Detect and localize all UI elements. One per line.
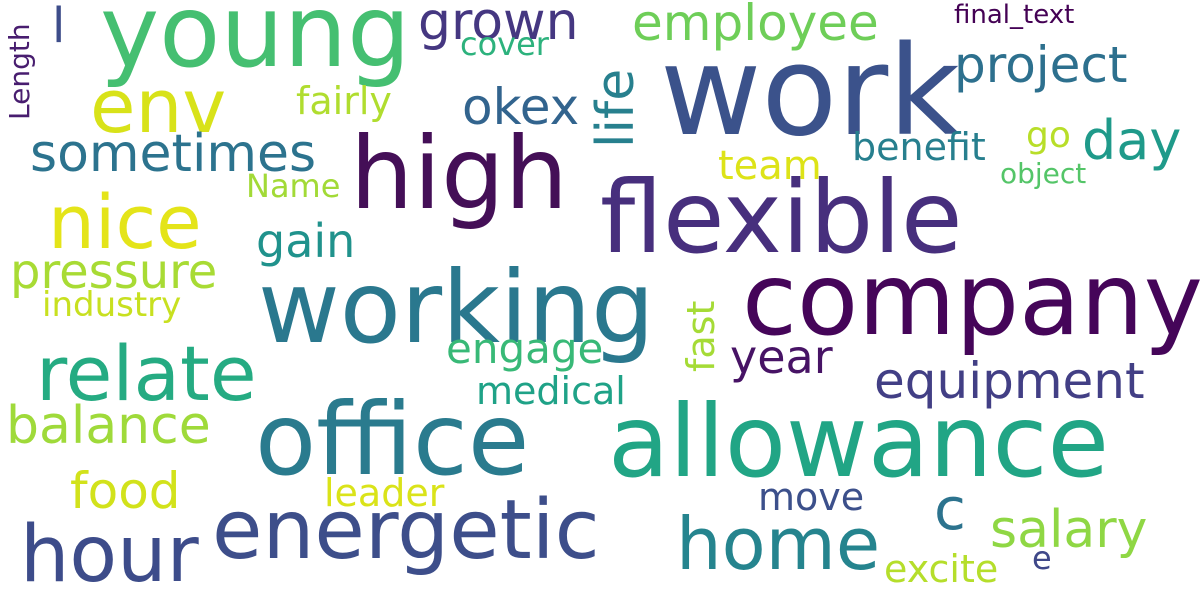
- word-fairly: fairly: [296, 79, 392, 123]
- word-industry: industry: [42, 285, 182, 325]
- word-relate: relate: [36, 329, 257, 418]
- word-fast: fast: [679, 300, 723, 372]
- word-c: c: [934, 475, 966, 543]
- word-allowance: allowance: [608, 383, 1109, 500]
- word-move: move: [758, 475, 865, 519]
- word-working: working: [258, 249, 655, 366]
- word-gain: gain: [256, 214, 356, 268]
- word-grown: grown: [418, 0, 579, 52]
- word-team: team: [718, 143, 822, 189]
- word-l: l: [52, 0, 66, 54]
- word-high: high: [350, 115, 569, 232]
- word-hour: hour: [20, 510, 199, 600]
- word-cover: cover: [460, 25, 549, 63]
- word-food: food: [70, 462, 181, 520]
- word-final-text: final_text: [954, 0, 1075, 30]
- word-name: Name: [246, 167, 341, 205]
- word-e: e: [1032, 539, 1052, 577]
- word-leader: leader: [324, 471, 445, 515]
- word-year: year: [730, 330, 833, 384]
- word-medical: medical: [476, 369, 626, 413]
- word-excite: excite: [884, 547, 999, 591]
- word-benefit: benefit: [852, 125, 986, 169]
- word-object: object: [1000, 157, 1087, 190]
- word-salary: salary: [990, 500, 1148, 560]
- word-env: env: [90, 64, 227, 150]
- word-day: day: [1082, 109, 1182, 172]
- word-work: work: [660, 20, 961, 164]
- word-project: project: [954, 36, 1128, 94]
- word-young: young: [100, 0, 411, 90]
- word-pressure: pressure: [10, 244, 218, 300]
- word-sometimes: sometimes: [30, 124, 317, 184]
- word-company: company: [742, 241, 1200, 358]
- word-home: home: [676, 502, 881, 586]
- word-engage: engage: [446, 324, 604, 373]
- word-go: go: [1026, 115, 1071, 156]
- word-length: Length: [3, 23, 36, 120]
- word-flexible: flexible: [600, 159, 963, 276]
- word-employee: employee: [632, 0, 879, 52]
- word-energetic: energetic: [212, 483, 600, 578]
- word-okex: okex: [462, 78, 580, 136]
- word-equipment: equipment: [874, 352, 1145, 410]
- word-nice: nice: [48, 180, 202, 266]
- word-balance: balance: [6, 396, 211, 456]
- word-office: office: [255, 381, 530, 498]
- word-life: life: [586, 68, 646, 148]
